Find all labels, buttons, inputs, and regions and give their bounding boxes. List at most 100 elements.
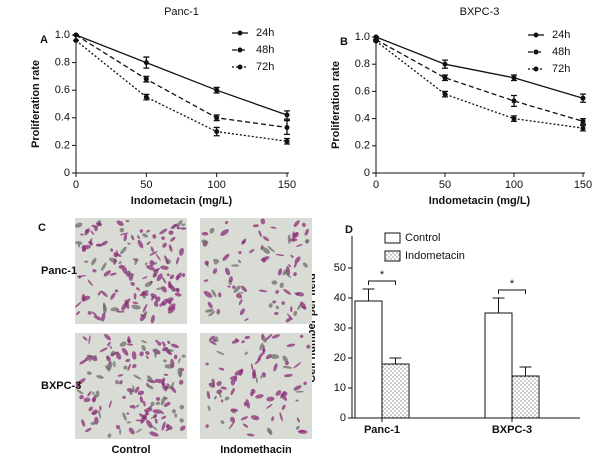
cell [149,260,155,267]
cell [212,268,218,274]
x-axis-label: Indometacin (mg/L) [429,195,531,207]
cell [134,386,140,394]
cell [167,303,176,311]
legend-swatch [384,232,401,244]
cell [149,251,158,256]
cell [77,275,82,279]
cell [268,303,273,308]
cell [228,421,235,430]
cell [284,271,292,278]
cell [156,273,163,282]
panel-label: B [340,36,348,48]
legend-label: Control [405,232,440,244]
cell [106,356,111,362]
cell [123,233,128,242]
cell [179,247,184,256]
cell [103,270,112,277]
cell [161,236,166,240]
x-tick-label: BXPC-3 [492,424,532,436]
point [511,75,517,81]
significance-bracket [498,289,526,294]
micrograph [200,218,312,324]
cell [133,374,142,380]
cell [107,360,111,370]
cell [135,419,146,422]
cell [82,336,88,341]
point [143,60,149,66]
cell [81,419,86,427]
cell [127,242,131,245]
cell [131,351,137,360]
cell [115,379,120,385]
cell [139,351,144,357]
cell [169,284,176,292]
cell [224,396,230,401]
cell [218,292,222,298]
cell [110,292,116,300]
cell [132,385,135,391]
point [373,38,379,44]
error-bar [519,366,532,376]
significance-label: * [510,278,515,290]
cell [218,390,222,398]
cell [150,314,155,324]
cell [86,354,93,357]
legend-swatch [384,250,401,262]
point [284,138,290,144]
legend-marker [237,30,243,36]
point [580,95,586,101]
y-tick-label: 0.6 [355,85,370,97]
cell [74,301,82,308]
cell [261,372,267,378]
cell [170,358,175,368]
point [214,129,220,135]
cell [137,235,140,240]
cell [175,275,180,281]
cell [154,418,158,424]
cell [272,300,277,304]
cell [231,339,240,344]
cell [142,303,148,313]
cell [143,407,153,413]
cell [170,386,177,394]
cell [201,232,209,236]
y-tick-label: 0.8 [355,58,370,70]
cell [295,425,300,430]
cell [127,363,131,371]
point [284,112,290,118]
cell [122,412,127,421]
cell [91,224,98,228]
y-tick-label: 1.0 [55,29,70,41]
cell [270,226,277,229]
cell [254,358,262,365]
legend-label: 48h [256,44,274,56]
cell [74,222,83,228]
series-line [375,36,584,99]
cell [109,345,113,349]
cell [282,365,293,369]
cell [124,299,130,309]
cell [241,238,247,245]
cell [220,420,225,425]
cell [169,274,175,280]
cell [281,301,285,306]
cell [138,413,147,420]
cell [134,257,138,265]
cell [285,317,292,323]
cell [269,429,272,435]
cell [295,292,299,296]
cell [248,248,255,254]
row-label: Panc-1 [41,265,77,277]
y-tick-label: 0 [340,412,346,424]
cell [168,244,173,252]
cell [273,363,278,372]
cell [92,394,97,403]
cell [255,394,264,399]
cell [104,333,112,341]
cell [161,276,167,284]
y-tick-label: 1.0 [355,31,370,43]
y-tick-label: 50 [334,262,346,274]
cell [261,258,267,263]
x-tick-label: Panc-1 [364,424,400,436]
cell [250,415,260,421]
